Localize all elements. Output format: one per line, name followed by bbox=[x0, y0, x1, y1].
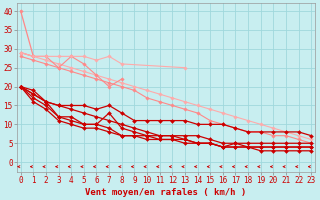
X-axis label: Vent moyen/en rafales ( km/h ): Vent moyen/en rafales ( km/h ) bbox=[85, 188, 247, 197]
